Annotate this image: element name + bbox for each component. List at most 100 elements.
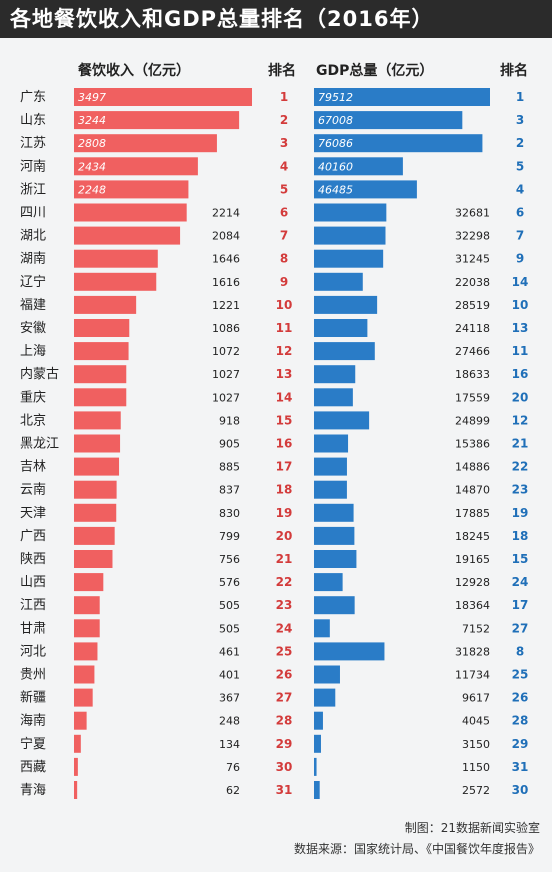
- gdp-value-label: 17885: [455, 507, 490, 520]
- province-label: 广东: [20, 90, 46, 105]
- gdp-value-label: 9617: [462, 692, 490, 705]
- gdp-value-label: 24118: [455, 322, 490, 335]
- province-label: 青海: [20, 783, 46, 798]
- revenue-bar: [74, 226, 181, 245]
- revenue-rank-label: 21: [276, 552, 293, 566]
- gdp-header: GDP总量（亿元）: [316, 63, 434, 79]
- gdp-bar: [314, 180, 417, 199]
- gdp-rank-label: 5: [516, 159, 524, 173]
- revenue-value-label: 837: [219, 484, 240, 497]
- revenue-bar: [74, 272, 157, 291]
- gdp-rank-label: 29: [512, 737, 529, 751]
- gdp-rank-label: 31: [512, 760, 529, 774]
- province-label: 广西: [20, 529, 46, 544]
- gdp-value-label: 15386: [455, 438, 490, 451]
- revenue-value-label: 1616: [212, 276, 240, 289]
- gdp-rank-label: 10: [512, 298, 529, 312]
- revenue-rank-label: 25: [276, 644, 293, 658]
- revenue-bar: [74, 249, 158, 268]
- revenue-bar: [74, 550, 113, 568]
- gdp-bar: [314, 388, 353, 407]
- gdp-bar: [314, 295, 378, 314]
- gdp-rank-label: 2: [516, 136, 524, 150]
- gdp-value-label: 11734: [455, 669, 490, 682]
- revenue-value-label: 905: [219, 438, 240, 451]
- revenue-value-label: 2214: [212, 207, 240, 220]
- gdp-value-label: 14886: [455, 461, 490, 474]
- revenue-bar: [74, 111, 240, 130]
- gdp-rank-label: 26: [512, 691, 529, 705]
- footer-source: 数据来源：国家统计局、《中国餐饮年度报告》: [293, 842, 540, 856]
- gdp-rank-label: 6: [516, 206, 524, 220]
- revenue-bar: [74, 734, 81, 753]
- gdp-rank-label: 7: [516, 229, 524, 243]
- gdp-value-label: 18633: [455, 368, 490, 381]
- revenue-bar: [74, 342, 129, 361]
- province-label: 辽宁: [20, 274, 46, 290]
- gdp-rank-label: 22: [512, 460, 529, 474]
- revenue-rank-label: 6: [280, 206, 288, 220]
- gdp-value-label: 18364: [455, 599, 490, 612]
- province-label: 甘肃: [20, 621, 46, 636]
- gdp-bar: [314, 272, 363, 291]
- gdp-rank-label: 18: [512, 529, 529, 543]
- gdp-value-label: 67008: [318, 114, 353, 127]
- revenue-rank-label: 16: [276, 437, 293, 451]
- gdp-bar: [314, 111, 463, 130]
- revenue-value-label: 830: [219, 507, 240, 520]
- province-label: 湖南: [20, 251, 46, 267]
- gdp-bar: [314, 203, 387, 222]
- gdp-bar: [314, 480, 347, 499]
- revenue-value-label: 2434: [78, 160, 106, 173]
- revenue-value-label: 756: [219, 553, 240, 566]
- gdp-bar: [314, 249, 384, 268]
- revenue-rank-label: 17: [276, 460, 293, 474]
- gdp-bar: [314, 503, 354, 522]
- revenue-rank-label: 4: [280, 159, 288, 173]
- gdp-bar: [314, 434, 349, 453]
- province-label: 浙江: [20, 182, 46, 197]
- revenue-value-label: 576: [219, 576, 240, 589]
- gdp-value-label: 28519: [455, 299, 490, 312]
- gdp-bar: [314, 342, 375, 361]
- gdp-bar: [314, 665, 340, 684]
- revenue-bar: [74, 503, 117, 522]
- gdp-rank-label: 21: [512, 437, 529, 451]
- revenue-bar: [74, 642, 98, 661]
- gdp-bar: [314, 457, 347, 476]
- revenue-rank-label: 22: [276, 575, 293, 589]
- revenue-value-label: 3497: [78, 91, 106, 104]
- revenue-rank-label: 28: [276, 714, 293, 728]
- revenue-value-label: 62: [226, 784, 240, 797]
- gdp-bar: [314, 688, 336, 707]
- province-label: 西藏: [20, 760, 46, 775]
- gdp-rank-label: 14: [512, 275, 529, 289]
- revenue-bar: [74, 665, 95, 684]
- revenue-bar: [74, 157, 198, 176]
- gdp-rank-label: 11: [512, 344, 529, 358]
- revenue-rank-label: 27: [276, 691, 293, 705]
- province-label: 上海: [20, 344, 46, 359]
- revenue-value-label: 1646: [212, 253, 240, 266]
- revenue-value-label: 3244: [78, 114, 106, 127]
- province-label: 海南: [20, 713, 46, 729]
- revenue-value-label: 2808: [78, 137, 106, 150]
- revenue-rank-label: 18: [276, 483, 293, 497]
- gdp-value-label: 1150: [462, 761, 490, 774]
- gdp-rank-label: 15: [512, 552, 529, 566]
- revenue-value-label: 76: [226, 761, 240, 774]
- gdp-bar: [314, 573, 343, 592]
- gdp-bar: [314, 711, 323, 730]
- gdp-rank-label: 1: [516, 90, 524, 104]
- footer: 制图：21数据新闻实验室 数据来源：国家统计局、《中国餐饮年度报告》: [294, 818, 540, 860]
- gdp-rank-label: 25: [512, 668, 529, 682]
- gdp-bar: [314, 411, 370, 430]
- gdp-rank-label: 8: [516, 644, 524, 658]
- gdp-value-label: 32298: [455, 230, 490, 243]
- gdp-value-label: 18245: [455, 530, 490, 543]
- revenue-bar: [74, 180, 189, 199]
- revenue-value-label: 367: [219, 692, 240, 705]
- province-label: 贵州: [20, 668, 46, 683]
- gdp-value-label: 76086: [318, 137, 353, 150]
